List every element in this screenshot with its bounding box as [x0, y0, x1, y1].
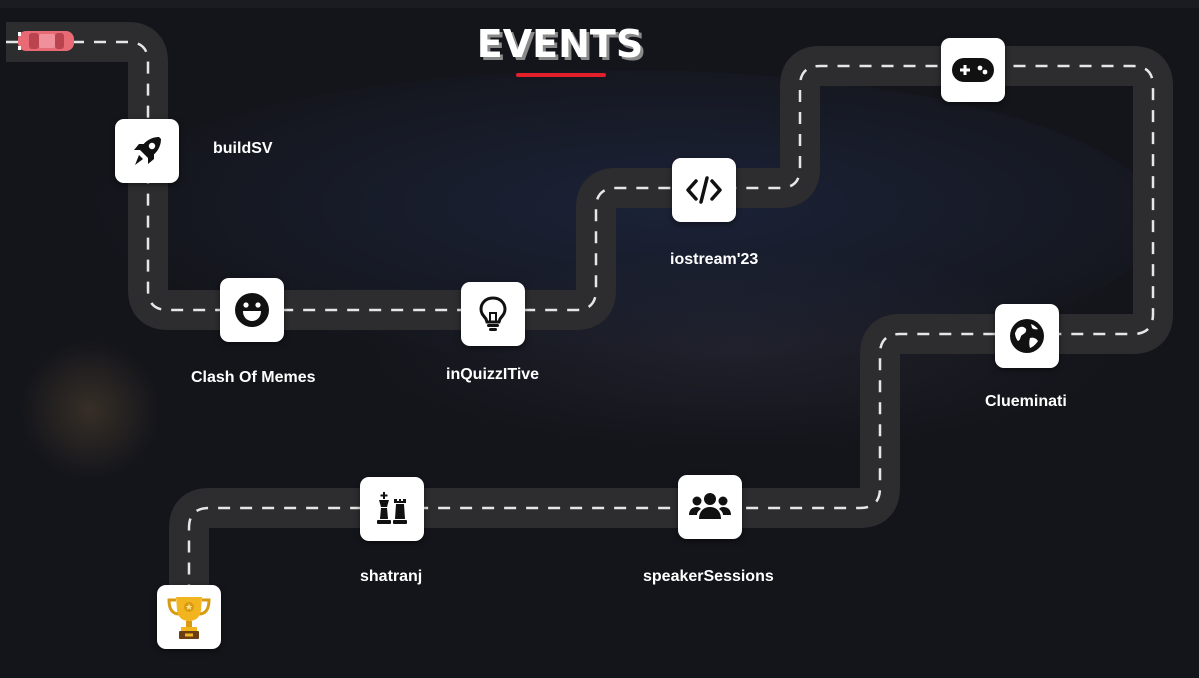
gamepad-icon — [952, 58, 994, 82]
event-tile-gaming[interactable] — [941, 38, 1005, 102]
car-icon — [18, 31, 74, 51]
event-label-inquizzitive[interactable]: inQuizzITive — [446, 366, 540, 383]
lightbulb-icon — [479, 296, 507, 331]
event-tile-shatranj[interactable] — [360, 477, 424, 541]
event-tile-speaker-sessions[interactable] — [678, 475, 742, 539]
road-lane-dashes — [6, 40, 1155, 620]
rocket-icon — [134, 137, 161, 165]
code-brackets-icon — [686, 176, 722, 204]
event-label-iostream[interactable]: iostream'23 — [670, 251, 759, 268]
event-label-shatranj[interactable]: shatranj — [360, 568, 423, 585]
event-tile-inquizzitive[interactable] — [461, 282, 525, 346]
event-tile-clueminati[interactable] — [995, 304, 1059, 368]
event-tile-buildsv[interactable] — [115, 119, 179, 183]
chess-pieces-icon — [377, 492, 407, 524]
event-label-clash-of-memes[interactable]: Clash Of Memes — [191, 369, 316, 386]
title-underline — [516, 73, 606, 77]
trophy-icon — [167, 597, 211, 639]
top-bar — [0, 0, 1199, 8]
event-tile-trophy[interactable] — [157, 585, 221, 649]
page-title: EVENTS — [476, 22, 644, 66]
event-tile-clash-of-memes[interactable] — [220, 278, 284, 342]
globe-icon — [1010, 319, 1044, 353]
group-users-icon — [689, 493, 731, 519]
event-label-clueminati[interactable]: Clueminati — [985, 393, 1067, 410]
event-label-buildsv[interactable]: buildSV — [213, 140, 273, 157]
event-label-speaker-sessions[interactable]: speakerSessions — [643, 568, 774, 585]
event-tile-iostream[interactable] — [672, 158, 736, 222]
smiley-face-icon — [235, 293, 269, 327]
